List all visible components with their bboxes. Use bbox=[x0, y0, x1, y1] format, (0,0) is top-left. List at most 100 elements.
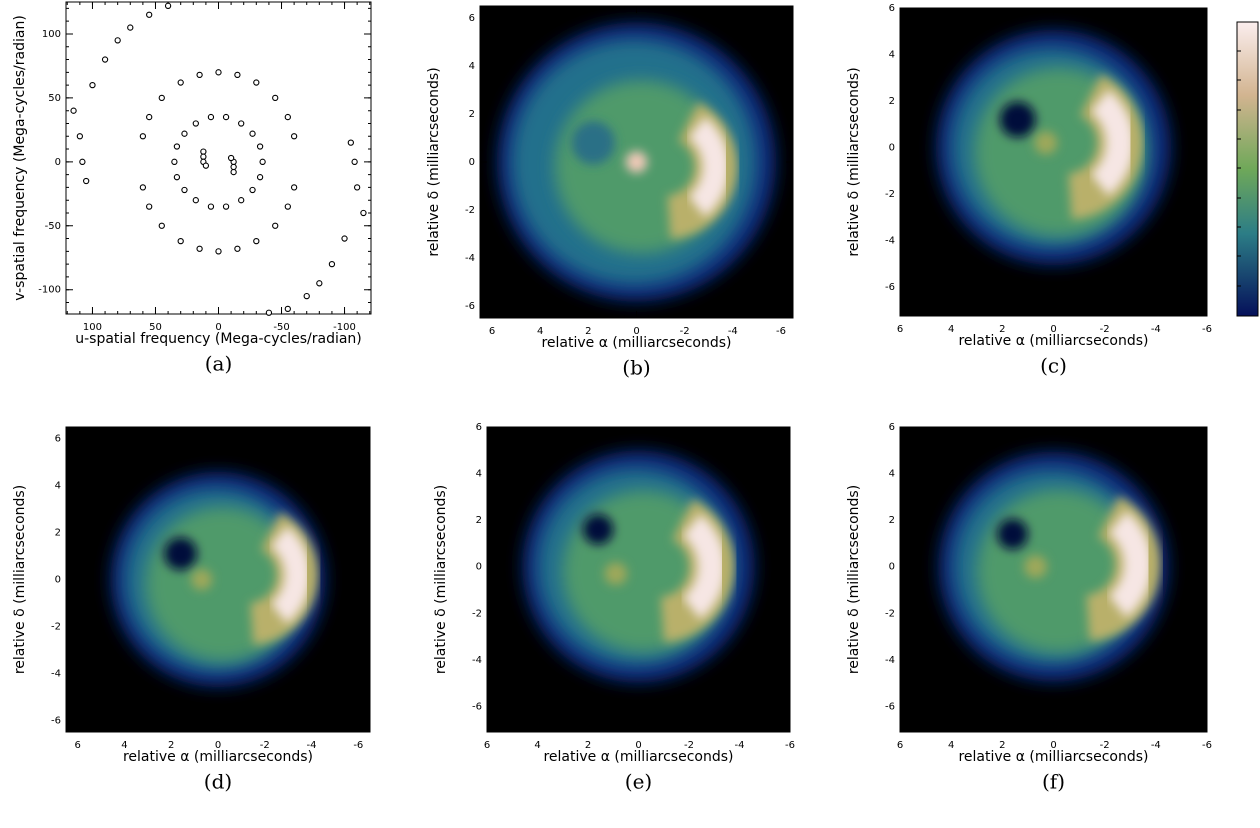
dot bbox=[1024, 555, 1048, 579]
uv-point bbox=[249, 186, 256, 194]
y-tick-label: -2 bbox=[472, 608, 482, 619]
uv-point bbox=[316, 280, 323, 287]
y-tick-label: -4 bbox=[465, 253, 475, 264]
uv-point bbox=[347, 139, 354, 146]
panel: 6 4 2 0 -2 -4 -6 6 4 2 0 -2 -4 -6 relative α (milliarc… bbox=[426, 5, 794, 380]
x-tick-label: -6 bbox=[1202, 324, 1212, 335]
uv-point bbox=[353, 184, 361, 191]
x-tick-label: -4 bbox=[735, 740, 745, 751]
x-tick-label: 50 bbox=[149, 322, 162, 333]
y-tick-label: 0 bbox=[55, 157, 61, 168]
x-tick-label: 2 bbox=[585, 740, 591, 751]
uv-point bbox=[89, 81, 96, 89]
uv-point bbox=[139, 184, 147, 191]
uv-point bbox=[234, 245, 241, 252]
x-tick-label: 6 bbox=[75, 740, 81, 751]
x-tick-label: -4 bbox=[1151, 740, 1161, 751]
uv-point bbox=[272, 222, 279, 229]
x-tick-label: -50 bbox=[273, 322, 289, 333]
x-tick-label: -2 bbox=[1100, 324, 1110, 335]
uv-point bbox=[284, 113, 291, 121]
x-tick-label: -4 bbox=[1151, 324, 1161, 335]
image bbox=[900, 427, 1207, 732]
x-axis-label: relative α (milliarcseconds) bbox=[958, 333, 1148, 349]
uv-point bbox=[70, 107, 77, 114]
uv-point bbox=[227, 154, 235, 162]
x-tick-label: 0 bbox=[215, 740, 221, 751]
x-tick-label: 0 bbox=[633, 326, 639, 337]
y-tick-label: -6 bbox=[51, 715, 61, 726]
uv-point bbox=[238, 197, 245, 204]
y-tick-label: -4 bbox=[885, 235, 895, 246]
uv-point bbox=[181, 130, 188, 137]
x-tick-label: 6 bbox=[897, 324, 903, 335]
uv-point bbox=[328, 260, 336, 268]
panel: 6 4 2 0 -2 -4 -6 6 4 2 0 -2 -4 -6 relative α (milliarc… bbox=[433, 422, 795, 794]
uv-point bbox=[79, 158, 86, 165]
x-tick-label: -2 bbox=[260, 740, 270, 751]
uv-point bbox=[253, 79, 260, 86]
y-tick-label: 6 bbox=[469, 13, 475, 24]
uv-point bbox=[249, 130, 256, 137]
uv-point bbox=[222, 203, 230, 210]
uv-point bbox=[146, 113, 153, 121]
uv-point bbox=[230, 168, 237, 176]
uv-point bbox=[238, 120, 245, 127]
x-tick-label: -6 bbox=[785, 740, 795, 751]
x-tick-label: 6 bbox=[897, 740, 903, 751]
uv-point bbox=[127, 24, 134, 31]
y-axis-label: relative δ (milliarcseconds) bbox=[426, 67, 442, 256]
hole bbox=[571, 121, 615, 165]
x-tick-label: 4 bbox=[534, 740, 540, 751]
caption: (d) bbox=[204, 770, 232, 794]
uv-point bbox=[207, 203, 215, 210]
uv-point bbox=[76, 133, 84, 140]
y-tick-label: -4 bbox=[885, 655, 895, 666]
x-tick-label: 6 bbox=[489, 326, 495, 337]
y-tick-label: 0 bbox=[889, 562, 895, 573]
caption: (e) bbox=[625, 770, 652, 794]
uv-point bbox=[177, 79, 184, 86]
y-tick-label: -100 bbox=[38, 285, 61, 296]
uv-point bbox=[139, 133, 147, 140]
uv-point bbox=[200, 153, 207, 160]
y-axis-label: relative δ (milliarcseconds) bbox=[433, 485, 449, 674]
x-tick-label: -6 bbox=[1202, 740, 1212, 751]
uv-point bbox=[290, 133, 298, 140]
uv-point bbox=[272, 94, 279, 102]
y-axis-label: relative δ (milliarcseconds) bbox=[846, 485, 862, 674]
uv-point bbox=[202, 162, 210, 169]
uv-point bbox=[207, 113, 215, 121]
x-tick-label: 2 bbox=[168, 740, 174, 751]
image bbox=[480, 6, 793, 318]
x-tick-label: -4 bbox=[307, 740, 317, 751]
panel: 6 4 2 0 -2 -4 -6 6 4 2 0 -2 -4 -6 relative α (milliarc… bbox=[846, 422, 1212, 794]
y-axis-label: v-spatial frequency (Mega-cycles/radian) bbox=[12, 15, 28, 301]
x-tick-label: 4 bbox=[121, 740, 127, 751]
x-tick-label: -6 bbox=[776, 326, 786, 337]
y-tick-label: 6 bbox=[476, 422, 482, 433]
uv-point bbox=[196, 245, 203, 252]
x-tick-label: 0 bbox=[215, 322, 221, 333]
hole bbox=[582, 514, 614, 545]
x-axis-label: relative α (milliarcseconds) bbox=[958, 749, 1148, 765]
y-tick-label: -6 bbox=[885, 701, 895, 712]
panel: 6 4 2 0 -2 -4 -6 6 4 2 0 -2 -4 -6 relative α (milliarc… bbox=[12, 426, 371, 794]
y-tick-label: -4 bbox=[51, 668, 61, 679]
x-axis-label: relative α (milliarcseconds) bbox=[541, 335, 731, 351]
y-tick-label: 4 bbox=[55, 481, 61, 492]
y-tick-label: 100 bbox=[42, 29, 61, 40]
uv-point bbox=[284, 305, 291, 313]
uv-point bbox=[230, 163, 237, 171]
image bbox=[487, 427, 790, 732]
uv-point bbox=[173, 174, 181, 181]
x-tick-label: -6 bbox=[353, 740, 363, 751]
y-tick-label: 2 bbox=[476, 515, 482, 526]
y-tick-label: -6 bbox=[465, 301, 475, 312]
y-tick-label: -2 bbox=[885, 189, 895, 200]
x-tick-label: 4 bbox=[948, 324, 954, 335]
x-tick-label: 2 bbox=[585, 326, 591, 337]
x-tick-label: 2 bbox=[999, 740, 1005, 751]
